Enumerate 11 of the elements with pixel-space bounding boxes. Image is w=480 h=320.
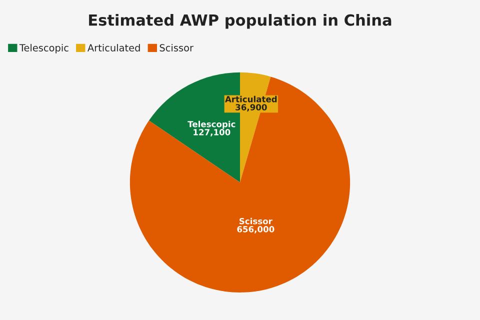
pie-slice [130, 76, 350, 292]
slice-label: Articulated [225, 96, 277, 102]
data-label: 36,900 [236, 104, 267, 112]
slice-label: Telescopic [188, 120, 236, 129]
data-label: 127,100 [194, 129, 230, 136]
legend-label: Telescopic [19, 44, 68, 54]
legend-label: Articulated [88, 44, 140, 52]
slice-label: Scissor [239, 218, 272, 224]
chart-title: Estimated AWP population in China [89, 14, 392, 29]
data-label: 656,000 [237, 226, 274, 234]
legend-label: Scissor [160, 44, 194, 52]
